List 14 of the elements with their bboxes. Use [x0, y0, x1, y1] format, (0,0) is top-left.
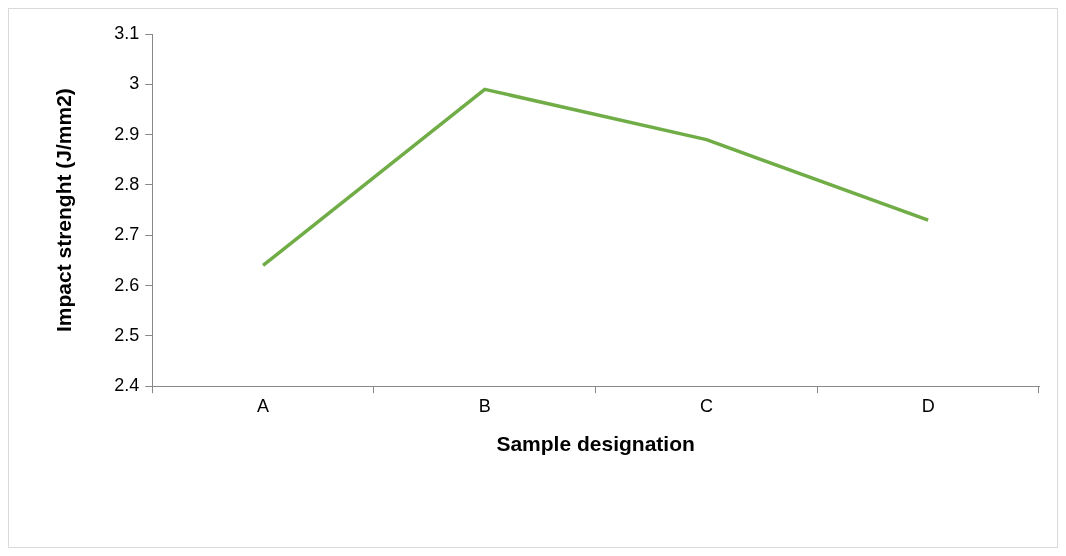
y-tick-label: 2.5 [114, 324, 140, 345]
x-tick-label: A [257, 395, 270, 416]
y-tick-label: 2.4 [114, 375, 140, 396]
y-tick-label: 3 [129, 73, 140, 94]
y-tick-label: 2.9 [114, 123, 140, 144]
x-axis-title: Sample designation [496, 432, 695, 456]
y-tick-label: 2.7 [114, 224, 140, 245]
y-tick-label: 2.8 [114, 173, 140, 194]
y-axis-title: Impact strenght (J/mm2) [52, 88, 76, 333]
y-tick-label: 3.1 [114, 22, 140, 43]
x-tick-label: C [699, 395, 713, 416]
x-tick-label: B [478, 395, 491, 416]
y-tick-label: 2.6 [114, 274, 140, 295]
x-tick-label: D [921, 395, 935, 416]
